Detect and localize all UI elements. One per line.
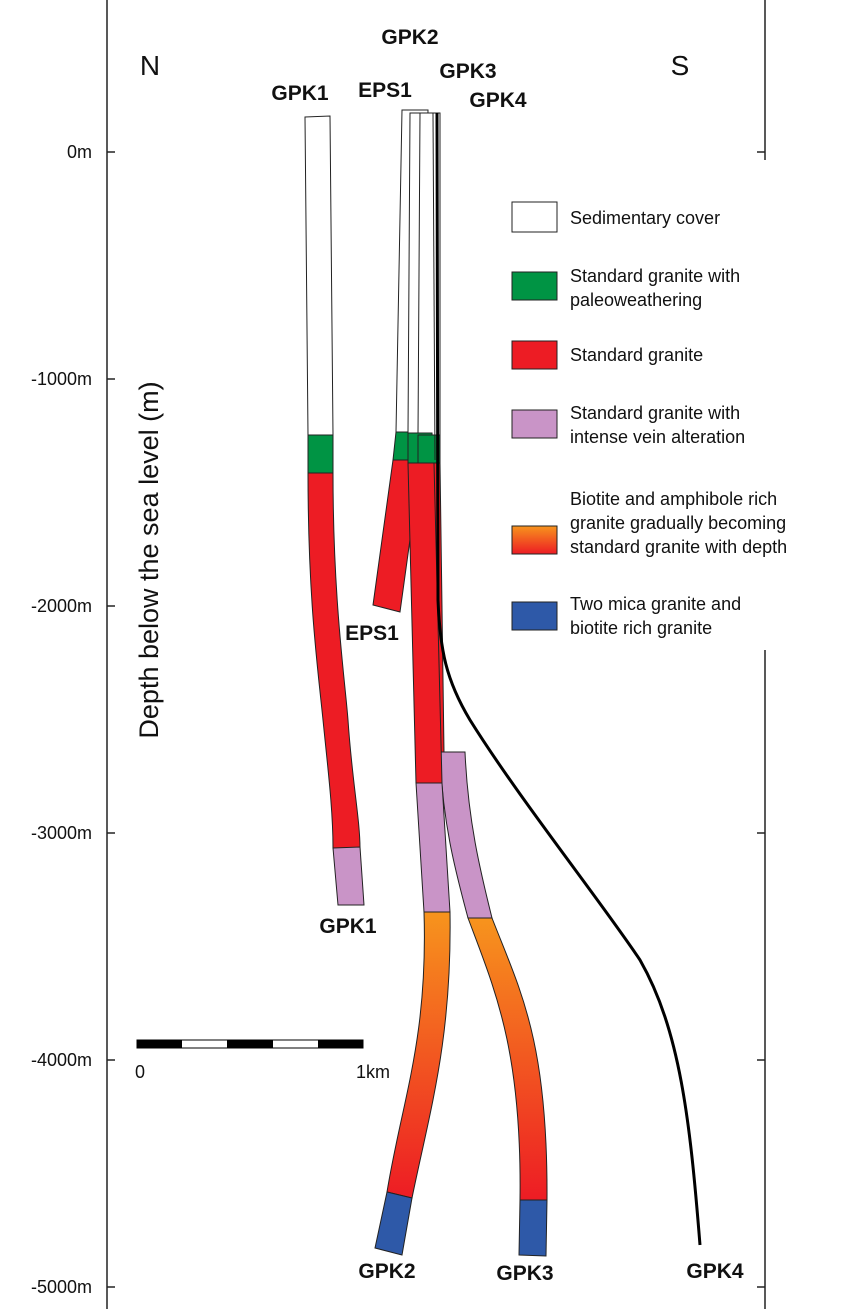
south-label: S: [671, 50, 690, 81]
tick-label: -4000m: [31, 1050, 92, 1070]
cross-section: 0m -1000m -2000m -3000m -4000m -5000m De…: [0, 0, 849, 1309]
sedimentary-cover: [305, 116, 333, 435]
tick-label: 0m: [67, 142, 92, 162]
legend-label: Two mica granite and: [570, 594, 741, 614]
gradual-granite: [468, 918, 547, 1200]
north-label: N: [140, 50, 160, 81]
paleoweathering-granite: [308, 435, 333, 473]
legend-swatch: [512, 526, 557, 554]
legend-swatch: [512, 341, 557, 369]
legend-label: Biotite and amphibole rich: [570, 489, 777, 509]
tick-label: -5000m: [31, 1277, 92, 1297]
vein-alteration: [333, 847, 364, 905]
legend-label: Standard granite with: [570, 266, 740, 286]
legend-label: biotite rich granite: [570, 618, 712, 638]
legend-label: Standard granite with: [570, 403, 740, 423]
well-label: GPK3: [439, 60, 496, 83]
well-label: GPK2: [358, 1260, 415, 1283]
well-label: EPS1: [358, 79, 412, 102]
legend-label: standard granite with depth: [570, 537, 787, 557]
legend-label: intense vein alteration: [570, 427, 745, 447]
tick-label: -3000m: [31, 823, 92, 843]
well-label: EPS1: [345, 622, 399, 645]
legend-swatch: [512, 272, 557, 300]
legend-swatch: [512, 602, 557, 630]
well-label: GPK4: [469, 89, 527, 112]
standard-granite: [308, 473, 360, 848]
well-label: GPK4: [686, 1260, 744, 1283]
two-mica-granite: [519, 1200, 547, 1256]
well-label: GPK1: [319, 915, 377, 938]
legend: Sedimentary cover Standard granite with …: [512, 202, 787, 638]
axis-title: Depth below the sea level (m): [134, 381, 164, 738]
well-label: GPK1: [271, 82, 329, 105]
two-mica-granite: [375, 1192, 412, 1255]
tick-label: -1000m: [31, 369, 92, 389]
scale-label: 0: [135, 1062, 145, 1082]
gradual-granite: [387, 912, 450, 1198]
legend-swatch: [512, 202, 557, 232]
legend-label: paleoweathering: [570, 290, 702, 310]
scale-label: 1km: [356, 1062, 390, 1082]
legend-swatch: [512, 410, 557, 438]
well-label: GPK2: [381, 26, 438, 49]
tick-label: -2000m: [31, 596, 92, 616]
legend-label: granite gradually becoming: [570, 513, 786, 533]
well-label: GPK3: [496, 1262, 553, 1285]
legend-label: Sedimentary cover: [570, 208, 720, 228]
scale-bar: [137, 1040, 363, 1048]
legend-label: Standard granite: [570, 345, 703, 365]
